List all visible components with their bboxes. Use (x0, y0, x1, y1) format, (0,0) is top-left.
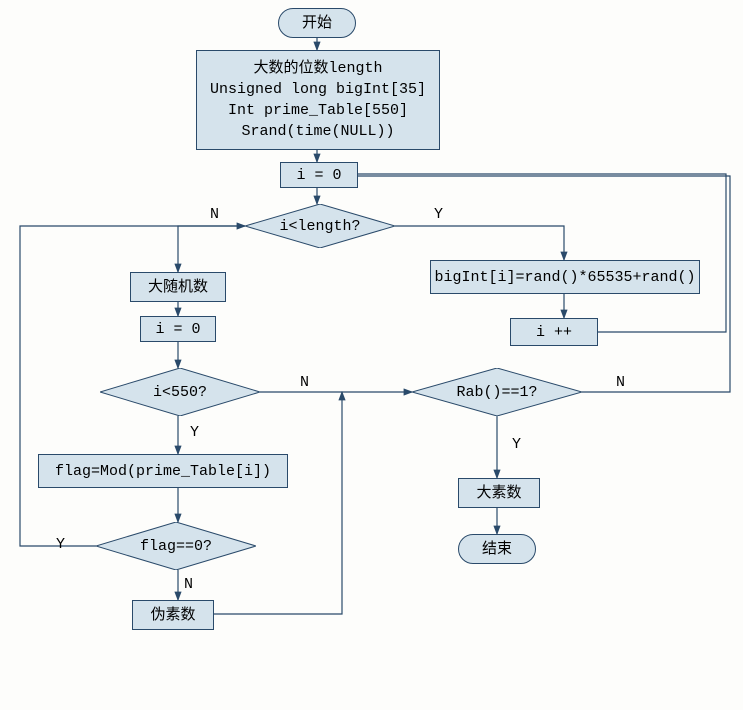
terminal-end: 结束 (458, 534, 536, 564)
text-prime: 大素数 (476, 483, 521, 504)
init-line-2: Int prime_Table[550] (228, 100, 408, 121)
process-bigint: bigInt[i]=rand()*65535+rand() (430, 260, 700, 294)
process-bigprime: 大素数 (458, 478, 540, 508)
process-init: 大数的位数length Unsigned long bigInt[35] Int… (196, 50, 440, 150)
terminal-start: 开始 (278, 8, 356, 38)
init-line-0: 大数的位数length (253, 58, 382, 79)
text-d-rab: Rab()==1? (456, 384, 537, 401)
text-i0a: i = 0 (296, 165, 341, 186)
process-randbig: 大随机数 (130, 272, 226, 302)
process-pseudo: 伪素数 (132, 600, 214, 630)
label-rab-n: N (616, 374, 625, 391)
label-len-y: Y (434, 206, 443, 223)
label-550-n: N (300, 374, 309, 391)
text-pseudo: 伪素数 (150, 605, 195, 626)
text-mod: flag=Mod(prime_Table[i]) (55, 461, 271, 482)
init-line-3: Srand(time(NULL)) (241, 121, 394, 142)
process-i0-first: i = 0 (280, 162, 358, 188)
init-line-1: Unsigned long bigInt[35] (210, 79, 426, 100)
label-len-n: N (210, 206, 219, 223)
process-mod: flag=Mod(prime_Table[i]) (38, 454, 288, 488)
process-ipp: i ++ (510, 318, 598, 346)
label-flag-y: Y (56, 536, 65, 553)
label-flag-n: N (184, 576, 193, 593)
text-i0b: i = 0 (155, 319, 200, 340)
text-d-550: i<550? (153, 384, 207, 401)
text-start: 开始 (302, 13, 332, 34)
process-i0-second: i = 0 (140, 316, 216, 342)
decision-rab: Rab()==1? (412, 368, 582, 416)
decision-length: i<length? (245, 204, 395, 248)
decision-550: i<550? (100, 368, 260, 416)
text-end: 结束 (482, 539, 512, 560)
text-bigint: bigInt[i]=rand()*65535+rand() (434, 267, 695, 288)
text-rand: 大随机数 (148, 277, 208, 298)
label-550-y: Y (190, 424, 199, 441)
label-rab-y: Y (512, 436, 521, 453)
text-d-flag: flag==0? (140, 538, 212, 555)
text-ipp: i ++ (536, 322, 572, 343)
decision-flag: flag==0? (96, 522, 256, 570)
text-d-len: i<length? (279, 218, 360, 235)
